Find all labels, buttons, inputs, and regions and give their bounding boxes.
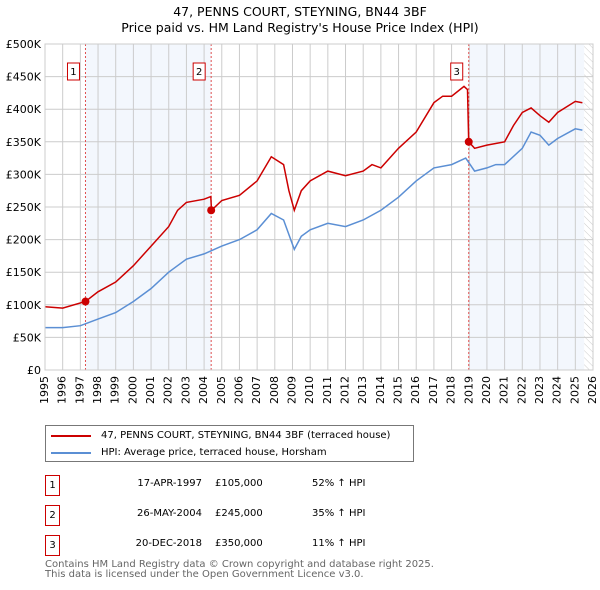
- y-tick-label: £200K: [6, 234, 42, 247]
- x-tick-label: 2026: [586, 376, 599, 404]
- x-tick-label: 1998: [91, 376, 104, 404]
- legend-item-property: 47, PENNS COURT, STEYNING, BN44 3BF (ter…: [51, 430, 390, 441]
- sale-marker-label: 2: [45, 505, 60, 526]
- y-tick-label: £400K: [6, 103, 42, 116]
- sale-marker-label: 3: [45, 535, 60, 556]
- sale-date: 17-APR-1997: [137, 478, 202, 489]
- y-tick-label: £500K: [6, 38, 42, 51]
- y-tick-label: £50K: [13, 331, 42, 344]
- legend-item-hpi: HPI: Average price, terraced house, Hors…: [51, 447, 327, 458]
- x-tick-label: 2006: [232, 376, 245, 404]
- plot-border: [44, 43, 594, 371]
- sale-date: 26-MAY-2004: [136, 508, 202, 519]
- y-tick-label: £250K: [6, 201, 42, 214]
- series-line: [44, 85, 583, 309]
- sale-point: [464, 137, 473, 146]
- sale-marker-box: [66, 62, 80, 81]
- sale-marker-box: [192, 62, 206, 81]
- x-tick-label: 2017: [427, 376, 440, 404]
- price-chart: 1995 1996 1997 1998 1999 2000 2001 2002 2003 2004…: [6, 38, 599, 404]
- y-tick-label: £0: [27, 364, 41, 377]
- x-tick-label: 2010: [303, 376, 316, 404]
- x-tick-label: 1995: [38, 376, 51, 404]
- legend-label: HPI: Average price, terraced house, Hors…: [101, 447, 327, 458]
- x-tick-label: 2000: [126, 376, 139, 404]
- x-tick-label: 2005: [215, 376, 228, 404]
- x-tick-label: 2011: [321, 376, 334, 404]
- x-tick-label: 2012: [339, 376, 352, 404]
- sale-marker-label: 1: [70, 67, 76, 78]
- table-row: 2 26-MAY-2004 £245,000 35% ↑ HPI: [45, 505, 445, 526]
- chart-title: 47, PENNS COURT, STEYNING, BN44 3BF: [173, 4, 427, 19]
- legend-swatch: [51, 434, 91, 437]
- table-row: 3 20-DEC-2018 £350,000 11% ↑ HPI: [45, 535, 445, 556]
- x-tick-label: 2008: [268, 376, 281, 404]
- sale-hpi: 52% ↑ HPI: [312, 478, 366, 489]
- series-line: [45, 128, 583, 329]
- x-tick-label: 2001: [144, 376, 157, 404]
- x-tick-label: 2004: [197, 376, 210, 404]
- legend: 47, PENNS COURT, STEYNING, BN44 3BF (ter…: [45, 425, 414, 462]
- y-tick-label: £450K: [6, 71, 42, 84]
- x-tick-label: 2025: [568, 376, 581, 404]
- sale-marker-box: [450, 62, 464, 81]
- y-tick-label: £150K: [6, 266, 42, 279]
- sale-hpi: 11% ↑ HPI: [312, 538, 366, 549]
- y-tick-label: £100K: [6, 299, 42, 312]
- legend-label: 47, PENNS COURT, STEYNING, BN44 3BF (ter…: [101, 430, 391, 441]
- x-tick-label: 1996: [56, 376, 69, 404]
- sale-price: £350,000: [215, 538, 263, 549]
- x-tick-label: 2009: [285, 376, 298, 404]
- x-tick-label: 2024: [551, 376, 564, 404]
- sale-price: £245,000: [215, 508, 263, 519]
- sale-price: £105,000: [215, 478, 263, 489]
- x-tick-label: 1997: [73, 376, 86, 404]
- sale-hpi: 35% ↑ HPI: [312, 508, 366, 519]
- x-tick-label: 1999: [109, 376, 122, 404]
- y-tick-label: £350K: [6, 136, 42, 149]
- sale-marker-label: 1: [45, 475, 60, 496]
- x-tick-label: 2020: [480, 376, 493, 404]
- footer: Contains HM Land Registry data © Crown c…: [45, 560, 434, 580]
- x-tick-label: 2016: [409, 376, 422, 404]
- footer-line: This data is licensed under the Open Gov…: [45, 569, 364, 580]
- table-row: 1 17-APR-1997 £105,000 52% ↑ HPI: [45, 475, 445, 496]
- x-tick-label: 2021: [498, 376, 511, 404]
- sale-marker-label: 2: [196, 67, 202, 78]
- x-tick-label: 2023: [533, 376, 546, 404]
- sale-date: 20-DEC-2018: [135, 538, 202, 549]
- x-tick-label: 2022: [515, 376, 528, 404]
- x-tick-label: 2014: [374, 376, 387, 404]
- x-tick-label: 2015: [392, 376, 405, 404]
- x-tick-label: 2019: [462, 376, 475, 404]
- chart-subtitle: Price paid vs. HM Land Registry's House …: [121, 20, 479, 35]
- x-tick-label: 2018: [445, 376, 458, 404]
- sale-point: [81, 297, 90, 306]
- y-tick-label: £300K: [6, 168, 42, 181]
- legend-swatch: [51, 451, 91, 454]
- x-tick-label: 2002: [162, 376, 175, 404]
- x-tick-label: 2003: [179, 376, 192, 404]
- x-tick-label: 2007: [250, 376, 263, 404]
- x-tick-label: 2013: [356, 376, 369, 404]
- sale-point: [207, 206, 216, 215]
- sale-marker-label: 3: [454, 67, 460, 78]
- footer-line: Contains HM Land Registry data © Crown c…: [45, 559, 434, 570]
